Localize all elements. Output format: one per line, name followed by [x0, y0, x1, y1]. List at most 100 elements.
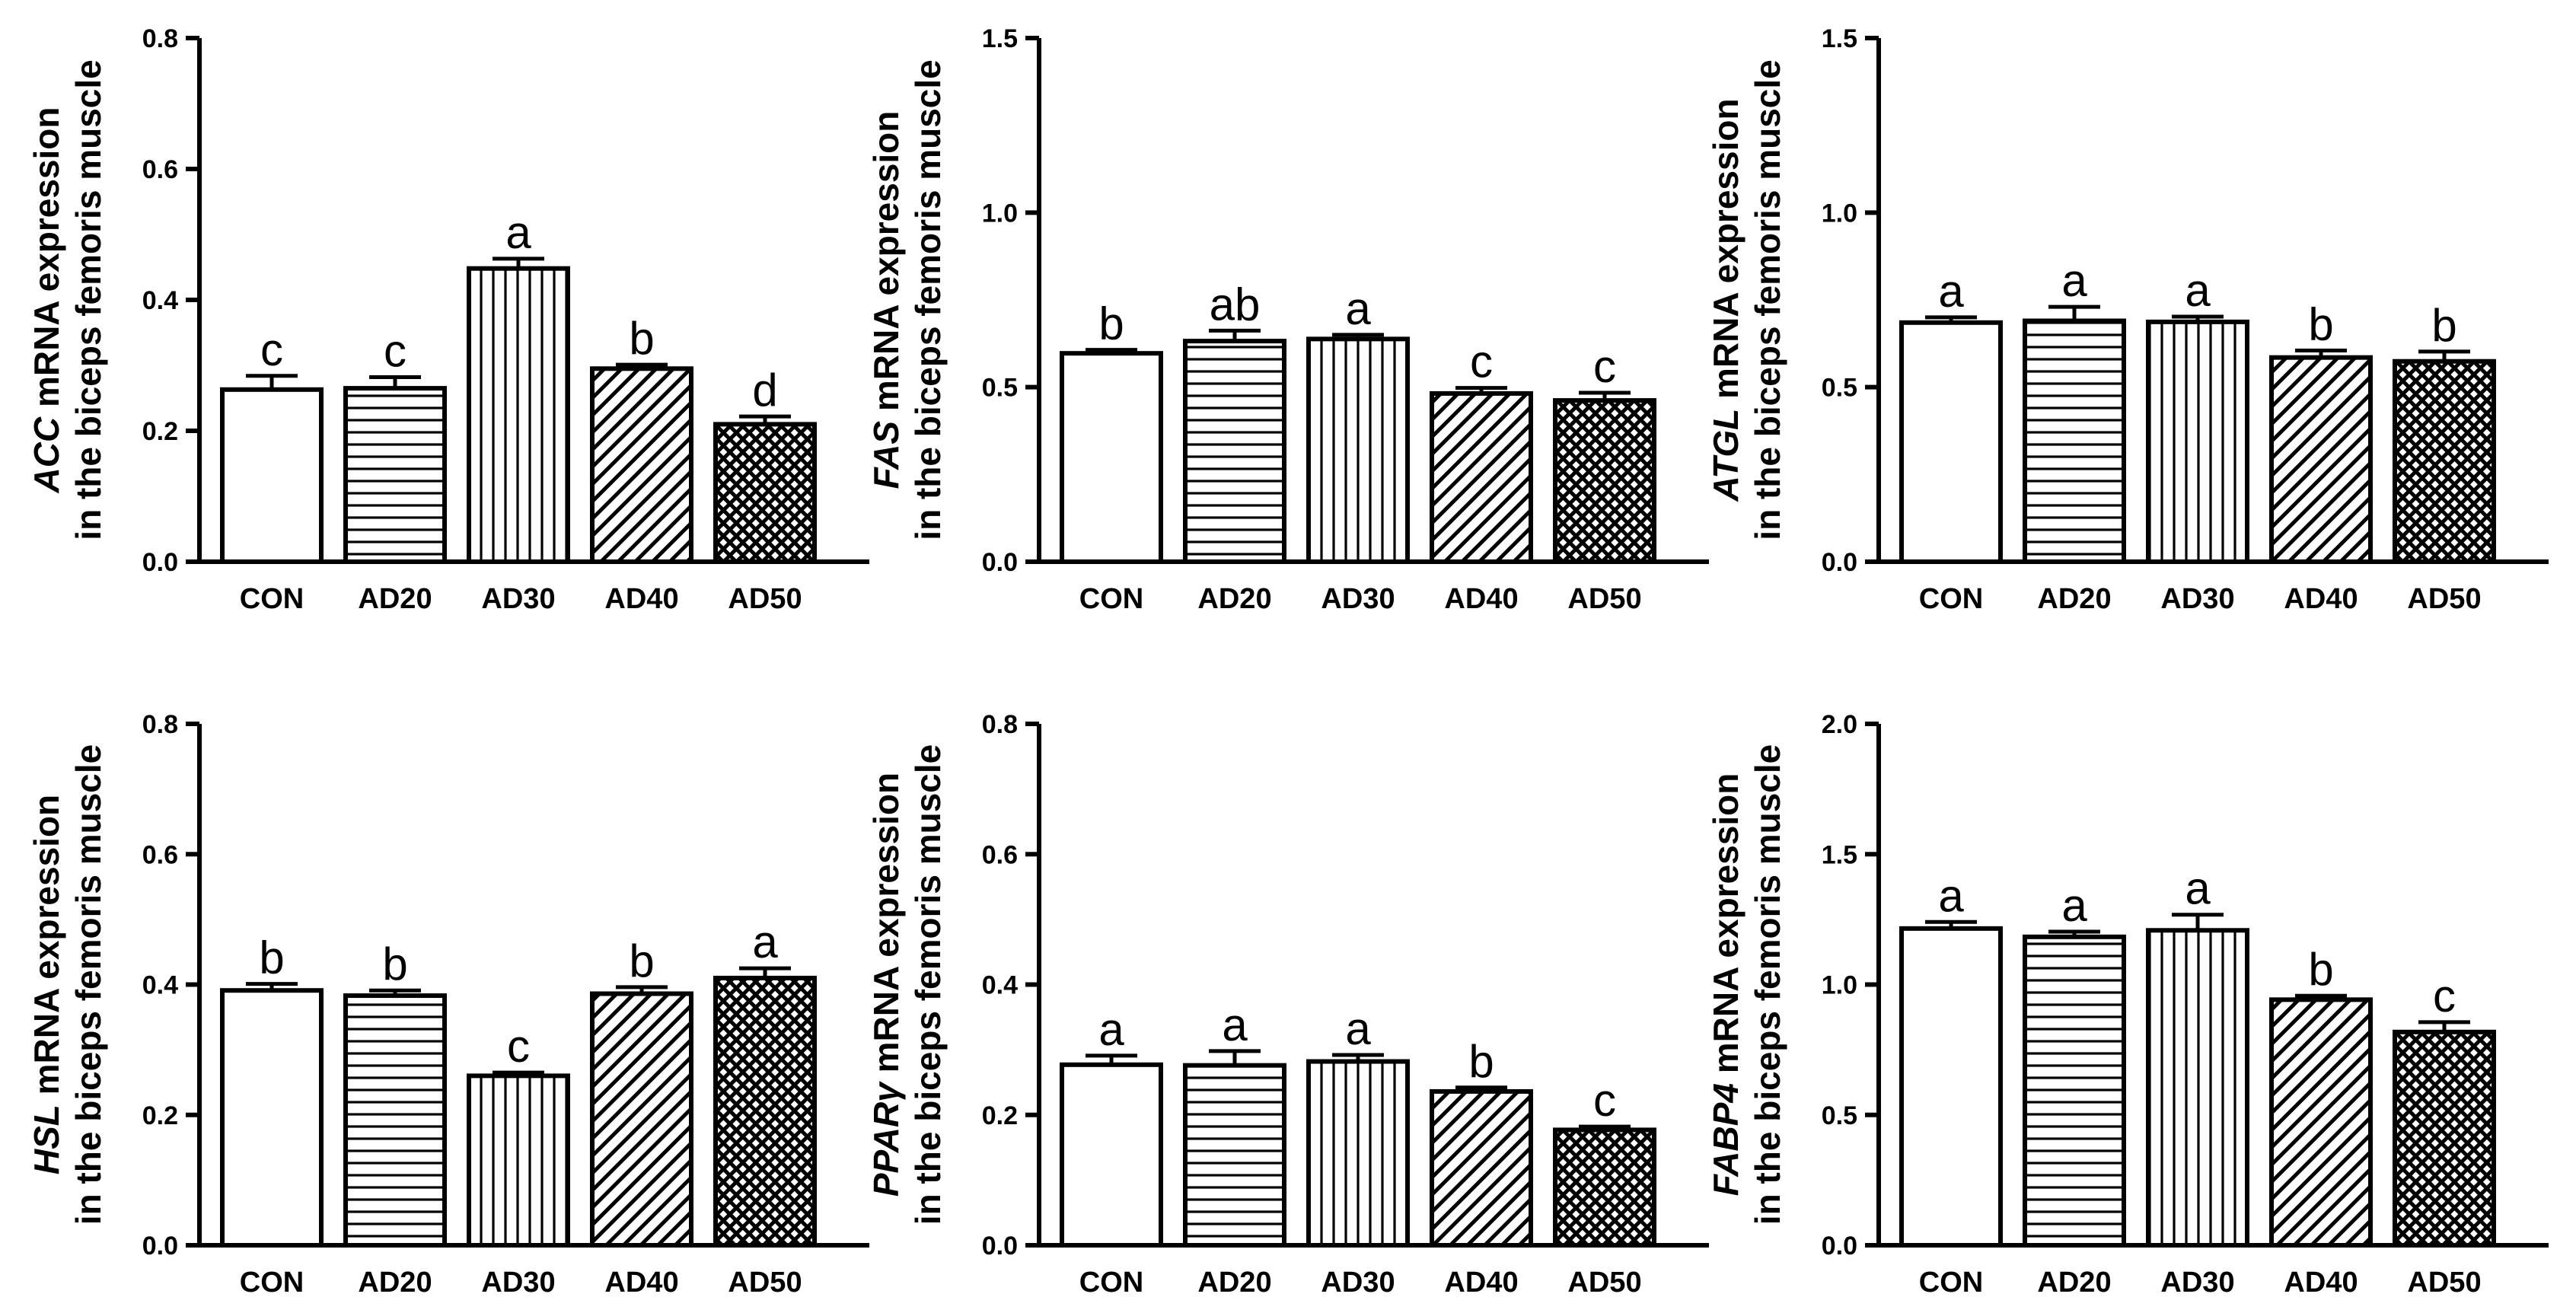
x-category-label: AD20	[2037, 1267, 2111, 1299]
bar-con	[220, 387, 324, 564]
bar-ad50	[713, 975, 817, 1248]
y-tick-label: 0.0	[1822, 548, 1857, 577]
y-tick-label: 0.0	[982, 1232, 1018, 1260]
chart-panel-3: 0.0 0.5 1.0 1.5 ATGL mRNA expressionin the b…	[1706, 24, 2549, 615]
y-tick-label: 0.4	[142, 286, 178, 315]
significance-letter: a	[1938, 266, 1964, 317]
significance-letter: a	[2185, 265, 2211, 316]
y-tick-label: 1.5	[1822, 840, 1857, 869]
x-category-label: CON	[1079, 583, 1143, 615]
bar-con	[1060, 351, 1163, 564]
y-tick-label: 0.6	[142, 155, 178, 184]
bar-ad50	[2393, 359, 2496, 564]
significance-letter: d	[752, 365, 777, 416]
bar-ad30	[1306, 336, 1410, 564]
x-category-label: AD30	[1321, 583, 1395, 615]
y-axis-label-gene: ATGL	[1706, 409, 1745, 502]
chart-panel-2: 0.0 0.5 1.0 1.5 FAS mRNA expressionin the bi…	[866, 24, 1709, 615]
bar-ad30	[2146, 319, 2249, 564]
x-category-label: AD40	[604, 1267, 678, 1299]
y-axis-label-rest: mRNA expression	[866, 773, 906, 1082]
y-axis-label-gene: HSL	[27, 1104, 66, 1174]
y-tick-label: 0.8	[142, 24, 178, 53]
y-tick-label: 0.4	[982, 971, 1018, 1000]
y-tick-label: 2.0	[1822, 710, 1857, 739]
bar-ad30	[467, 1073, 570, 1248]
x-category-label: CON	[1919, 1267, 1983, 1299]
x-category-label: AD50	[2407, 583, 2481, 615]
y-axis-label: ATGL mRNA expressionin the biceps femori…	[1706, 59, 1787, 540]
significance-letter: b	[1468, 1036, 1494, 1087]
significance-letter: a	[1938, 870, 1964, 921]
y-tick-label: 0.2	[982, 1101, 1018, 1130]
bar-ad20	[1183, 339, 1286, 564]
significance-letter: a	[1345, 1003, 1371, 1054]
y-axis-label: ACC mRNA expressionin the biceps femoris…	[27, 59, 108, 540]
y-axis-label-rest: mRNA expression	[27, 795, 66, 1104]
x-category-label: AD30	[481, 1267, 555, 1299]
bar-ad50	[2393, 1029, 2496, 1248]
x-category-label: AD50	[728, 1267, 802, 1299]
x-category-label: AD30	[2160, 1267, 2234, 1299]
significance-letter: b	[629, 313, 654, 364]
x-category-label: AD50	[1567, 583, 1641, 615]
significance-letter: c	[1593, 341, 1616, 392]
chart-panel-6: 0.0 0.5 1.0 1.5 2.0 FABP4 mRNA expressionin t…	[1706, 710, 2549, 1299]
y-tick-label: 0.8	[982, 710, 1018, 739]
x-category-label: AD40	[1444, 1267, 1518, 1299]
significance-letter: a	[2061, 880, 2087, 931]
bar-ad40	[1430, 1088, 1533, 1248]
x-category-label: AD30	[2160, 583, 2234, 615]
bar-ad30	[1306, 1059, 1410, 1248]
significance-letter: b	[2431, 300, 2456, 351]
x-category-label: AD30	[481, 583, 555, 615]
y-tick-label: 0.0	[982, 548, 1018, 577]
y-axis-label-line2: in the biceps femoris muscle	[908, 744, 948, 1225]
y-tick-label: 0.2	[142, 417, 178, 446]
x-category-label: AD50	[728, 583, 802, 615]
y-axis-label-gene: ACC	[27, 416, 66, 493]
chart-panel-1: 0.0 0.2 0.4 0.6 0.8 ACC mRNA expressionin the…	[27, 24, 869, 615]
bar-ad20	[1183, 1063, 1286, 1248]
y-tick-label: 0.8	[142, 710, 178, 739]
bar-ad30	[2146, 928, 2249, 1248]
y-tick-label: 1.5	[982, 24, 1018, 53]
bar-ad40	[2269, 355, 2373, 564]
significance-letter: b	[2308, 299, 2333, 350]
y-axis-label-gene: PPARγ	[866, 1081, 906, 1197]
significance-letter: b	[259, 932, 284, 983]
x-category-label: AD20	[358, 1267, 432, 1299]
bar-con	[1899, 320, 2003, 564]
significance-letter: a	[752, 916, 778, 967]
y-axis-label: FAS mRNA expressionin the biceps femoris…	[866, 59, 948, 540]
bar-ad40	[2269, 997, 2373, 1248]
x-category-label: CON	[1919, 583, 1983, 615]
y-axis-label-rest: mRNA expression	[1706, 773, 1745, 1083]
bar-ad50	[1553, 398, 1656, 565]
significance-letter: c	[1593, 1075, 1616, 1126]
bar-ad20	[2023, 318, 2126, 564]
significance-letter: a	[1098, 1004, 1124, 1055]
y-tick-label: 0.6	[982, 840, 1018, 869]
y-tick-label: 1.5	[1822, 24, 1857, 53]
bar-ad40	[1430, 390, 1533, 564]
bar-ad50	[1553, 1127, 1656, 1248]
significance-letter: c	[2433, 970, 2456, 1021]
x-category-label: AD50	[1567, 1267, 1641, 1299]
y-axis-label-gene: FABP4	[1706, 1083, 1745, 1196]
y-tick-label: 0.5	[1822, 374, 1857, 403]
y-axis-label-rest: mRNA expression	[1706, 98, 1745, 408]
bar-ad20	[343, 386, 447, 564]
bar-ad50	[713, 422, 817, 565]
bar-con	[1060, 1062, 1163, 1248]
chart-panel-5: 0.0 0.2 0.4 0.6 0.8 PPARγ mRNA expressionin t…	[866, 710, 1709, 1299]
y-tick-label: 0.6	[142, 840, 178, 869]
significance-letter: a	[2185, 863, 2211, 914]
y-tick-label: 0.4	[142, 971, 178, 1000]
x-category-label: AD20	[2037, 583, 2111, 615]
x-category-label: CON	[1079, 1267, 1143, 1299]
significance-letter: ab	[1210, 279, 1261, 330]
x-category-label: AD50	[2407, 1267, 2481, 1299]
significance-letter: c	[507, 1021, 530, 1072]
